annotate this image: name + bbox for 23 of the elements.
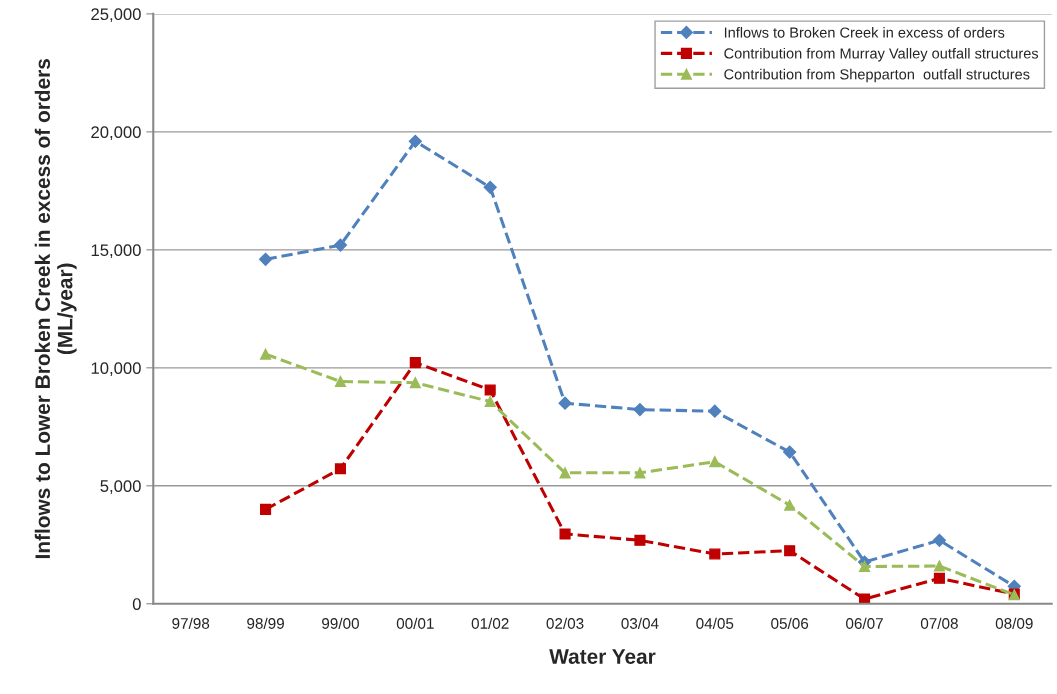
y-tick-label: 20,000 <box>91 126 141 141</box>
x-tick-label: 02/03 <box>546 617 584 629</box>
x-tick-label: 03/04 <box>621 617 659 629</box>
legend-label: Contribution from Shepparton outfall structures <box>724 68 1030 83</box>
x-tick-label: 98/99 <box>247 617 284 629</box>
x-tick-label: 00/01 <box>396 617 434 629</box>
x-tick-label: 08/09 <box>995 617 1033 629</box>
legend-label: Contribution from Murray Valley outfall structures <box>724 47 1039 62</box>
y-tick-label: 25,000 <box>91 8 141 23</box>
x-tick-label: 05/06 <box>771 617 809 629</box>
x-tick-label: 01/02 <box>471 617 509 629</box>
y-tick-label: 15,000 <box>91 244 141 259</box>
y-tick-label: 5,000 <box>100 480 141 494</box>
x-tick-label: 07/08 <box>920 617 958 629</box>
x-axis-title: Water Year <box>549 649 656 664</box>
x-tick-label: 04/05 <box>696 617 734 629</box>
x-tick-label: 06/07 <box>846 617 883 629</box>
x-tick-label: 99/00 <box>322 617 359 629</box>
legend-label: Inflows to Broken Creek in excess of orders <box>724 27 1005 38</box>
x-tick-label: 97/98 <box>172 617 210 629</box>
y-tick-label: 0 <box>132 598 141 610</box>
y-axis-title: Inflows to Lower Broken Creek in excess of orders (ML/year) <box>34 59 77 559</box>
y-tick-label: 10,000 <box>91 362 141 376</box>
